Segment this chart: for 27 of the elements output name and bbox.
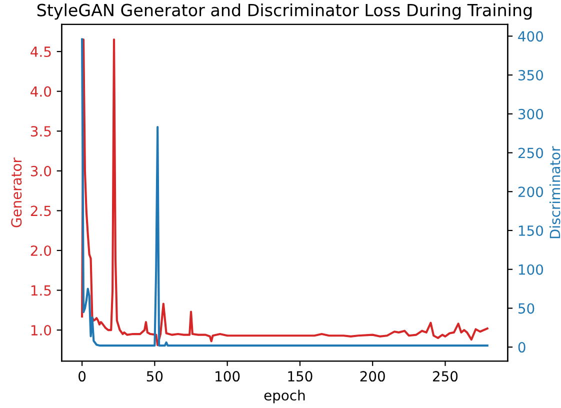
x-tick-label: 50	[146, 371, 163, 382]
y2-tick-label: 350	[518, 70, 544, 80]
y-tick-label: 1.5	[31, 285, 51, 296]
y2-tick-label: 200	[518, 186, 544, 198]
y-tick-label: 3.0	[30, 166, 52, 176]
y2-tick-label: 100	[518, 264, 544, 275]
y2-tick-label: 50	[518, 303, 534, 314]
y-tick-label: 2.5	[30, 206, 51, 216]
x-tick-label: 200	[360, 371, 385, 382]
y-tick-label: 4.5	[30, 46, 51, 58]
y-axis-title: Generator	[11, 158, 22, 228]
y2-tick-label: 150	[518, 225, 544, 236]
y2-tick-label: 400	[518, 31, 544, 42]
x-tick-label: 250	[433, 371, 458, 382]
x-axis-title: epoch	[264, 390, 305, 404]
y-tick-label: 1.0	[31, 325, 52, 336]
x-tick-label: 150	[288, 371, 312, 382]
y2-tick-label: 0	[518, 342, 526, 353]
y-tick-label: 4.0	[30, 86, 52, 97]
y2-tick-label: 250	[518, 148, 544, 158]
chart-title: StyleGAN Generator and Discriminator Loss During Training	[37, 3, 532, 20]
y-tick-label: 2.0	[30, 245, 52, 256]
y2-axis-title: Discriminator	[549, 146, 560, 238]
y2-tick-label: 300	[518, 108, 544, 120]
x-tick-label: 0	[78, 371, 86, 382]
y-tick-label: 3.5	[30, 126, 51, 137]
x-tick-label: 100	[216, 371, 240, 382]
